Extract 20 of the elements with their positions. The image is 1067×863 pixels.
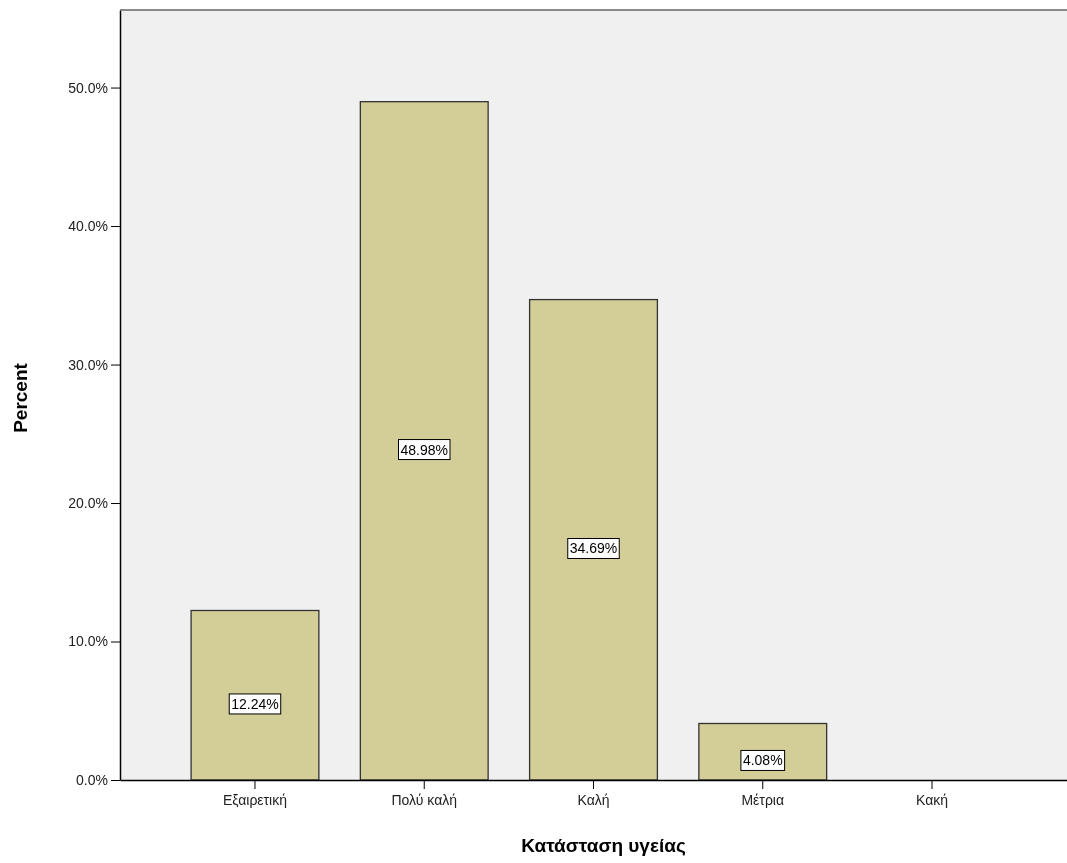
data-label: 34.69% [569, 540, 618, 557]
x-tick-label: Εξαιρετική [222, 791, 288, 808]
y-axis-title: Percent [10, 362, 31, 433]
x-axis-title: Κατάσταση υγείας [521, 835, 686, 856]
y-tick-label: 40.0% [68, 218, 108, 235]
y-tick-label: 0.0% [76, 771, 108, 788]
y-tick-label: 50.0% [68, 79, 108, 96]
data-label: 4.08% [742, 752, 783, 769]
x-tick-label: Μέτρια [741, 791, 785, 808]
y-tick-label: 10.0% [68, 633, 108, 650]
x-tick-label: Καλή [577, 791, 610, 808]
x-tick-label: Κακή [915, 791, 949, 808]
bar [528, 298, 659, 781]
y-tick-label: 30.0% [68, 356, 108, 373]
data-label: 12.24% [231, 695, 279, 712]
data-label: 48.98% [400, 441, 448, 458]
bar [190, 609, 320, 781]
y-tick-label: 20.0% [68, 495, 108, 511]
bar [359, 101, 489, 781]
x-tick-label: Πολύ καλή [391, 791, 458, 808]
